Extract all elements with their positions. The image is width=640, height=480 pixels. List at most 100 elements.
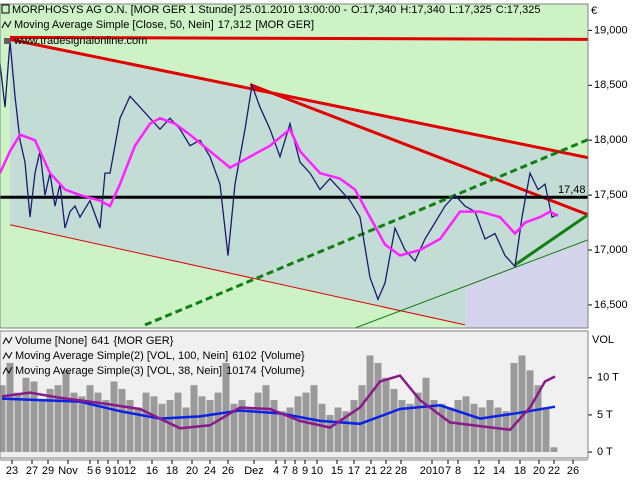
x-tick-label: 5 [87,465,93,477]
x-tick-label: 15 [331,465,343,477]
volume-bar [230,403,238,453]
volume-bar [470,403,478,453]
volume-bar [478,407,486,453]
volume-bar [46,388,54,453]
volume-bar [278,411,286,453]
y-tick-label: 0 T [597,446,613,458]
volume-bar [62,370,70,453]
volume-bar [134,407,142,453]
panel-plot [0,35,588,328]
x-tick-label: 29 [42,465,54,477]
volume-bar [6,362,14,453]
legend-text: Volume [None] [15,335,87,347]
legend-icon [2,366,13,375]
volume-bar [486,400,494,453]
y-tick-label: 19,000 [594,24,628,36]
series-line [0,41,559,302]
legend-text: {MOR GER} [114,335,174,347]
volume-bar [550,447,558,453]
volume-bar [374,362,382,453]
x-tick-label: 6 [95,465,101,477]
volume-bar [166,400,174,453]
legend-text: 10174 [226,365,257,377]
x-tick-label: 26 [222,465,234,477]
volume-bar [254,392,262,453]
volume-bar [534,385,542,453]
x-tick-label: 9 [105,465,111,477]
volume-bar [78,396,86,453]
volume-bar [494,407,502,453]
volume-bar [414,392,422,453]
volume-bar [102,400,110,453]
y-tick-label: 16,500 [594,299,628,311]
channel-area [10,40,588,328]
x-tick-label: 28 [395,465,407,477]
x-tick-label: Dez [244,465,264,477]
x-tick-label: 27 [26,465,38,477]
volume-bar [30,381,38,453]
legend-icon [2,351,13,360]
volume-bar [398,400,406,453]
volume-bar [22,377,30,453]
volume-bar [222,362,230,453]
volume-bar [110,381,118,453]
x-tick-label: Nov [58,465,78,477]
volume-bar [446,407,454,453]
volume-bar [238,400,246,453]
volume-bar [118,388,126,453]
legend-text: C:17,325 [496,4,541,16]
trend-line [9,37,588,160]
volume-bar [342,411,350,453]
x-tick-label: 23 [6,465,18,477]
x-tick-label: 14 [493,465,505,477]
plot [0,35,588,453]
volume-bar [14,392,22,453]
legend-icon [1,20,12,29]
volume-bar [518,355,526,453]
volume-bar [174,392,182,453]
watermark-icon [4,38,10,44]
volume-bar [422,377,430,453]
x-tick-label: 21 [365,465,377,477]
volume-bar [214,392,222,453]
x-tick-label: 8 [292,465,298,477]
x-tick-label: 2010 [420,465,444,477]
x-tick-label: 4 [273,465,279,477]
line-label: 17,48 [558,184,586,196]
x-tick-label: 7 [282,465,288,477]
legend-text: 6102 [232,350,256,362]
volume-bar [454,400,462,453]
x-tick-label: 12 [124,465,136,477]
trend-line [9,35,588,41]
trend-line [9,224,466,326]
legend-text: MORPHOSYS AG O.N. [MOR GER 1 Stunde] 25.… [12,4,347,16]
volume-bar [70,392,78,453]
x-tick-label: 18 [166,465,178,477]
volume-bar [54,385,62,453]
title-icon [1,4,10,14]
volume-bar [358,385,366,453]
lower-area [465,240,588,328]
y-tick-label: 10 T [597,372,619,384]
x-tick-label: 7 [445,465,451,477]
volume-bar [246,407,254,453]
legend-icon [2,336,13,345]
volume-bar [294,396,302,453]
legend-text: O:17,340 [351,4,396,16]
legend-text: 641 [91,335,109,347]
volume-bar [86,385,94,453]
volume-bar [262,385,270,453]
x-tick-label: 26 [567,465,579,477]
panel-plot [0,355,558,453]
x-tick-label: 10 [112,465,124,477]
x-tick-label: 8 [455,465,461,477]
volume-bar [126,400,134,453]
trend-line [514,213,588,267]
x-tick-label: 17 [348,465,360,477]
currency: € [591,5,597,17]
volume-bar [502,411,510,453]
trend-line [144,138,588,327]
x-tick-label: 22 [548,465,560,477]
volume-bar [510,362,518,453]
legend-text: L:17,325 [449,4,492,16]
